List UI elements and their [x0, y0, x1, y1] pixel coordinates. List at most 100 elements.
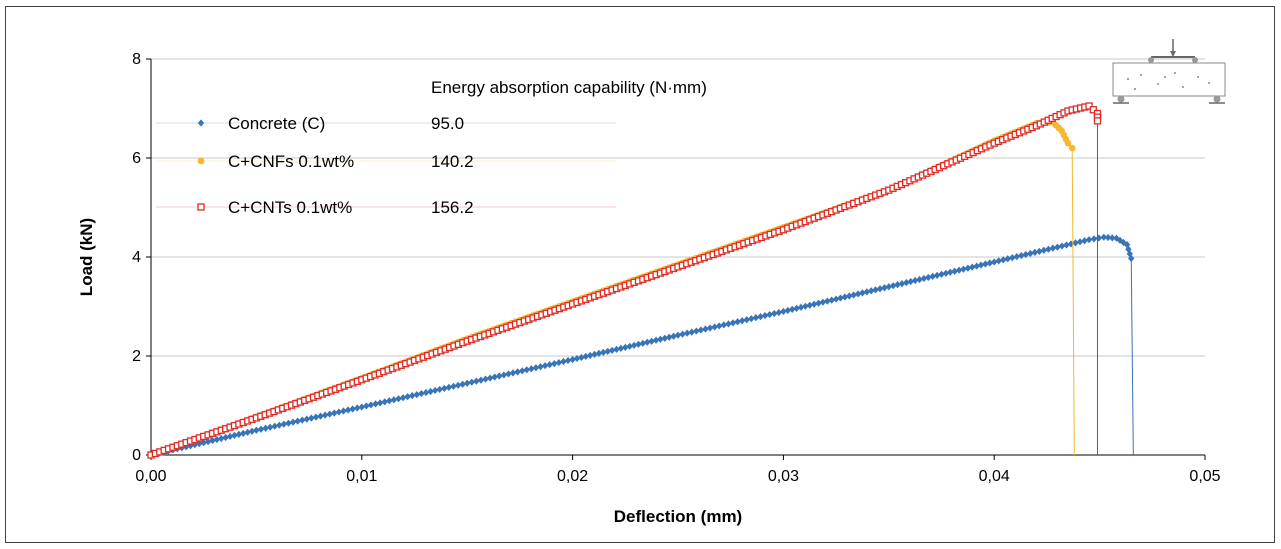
data-point [477, 376, 485, 384]
failure-drop-line [1071, 148, 1075, 456]
data-point [344, 406, 352, 414]
data-point [788, 305, 796, 313]
data-point [299, 416, 306, 424]
data-point [720, 321, 728, 329]
data-point [652, 336, 660, 344]
legend-marker [197, 119, 205, 127]
data-point [454, 381, 462, 389]
data-point [1085, 236, 1093, 244]
data-point [363, 402, 370, 410]
data-point [907, 277, 914, 286]
data-point [780, 307, 787, 316]
data-point [1063, 241, 1070, 249]
data-point [528, 365, 535, 373]
data-point [824, 297, 831, 305]
data-point [376, 399, 384, 407]
data-point [683, 329, 691, 337]
data-point [473, 377, 480, 385]
data-point [670, 332, 677, 340]
data-point [911, 276, 919, 285]
data-point [657, 335, 664, 343]
data-point [573, 354, 581, 363]
data-point [916, 275, 923, 284]
data-point [622, 343, 629, 351]
data-point [303, 415, 311, 423]
data-point [591, 350, 598, 359]
data-point [308, 414, 315, 422]
data-point [734, 318, 741, 326]
data-point [929, 272, 936, 280]
data-point [608, 346, 616, 354]
energy-annotation-header: Energy absorption capability (N·mm) [431, 78, 707, 97]
data-point [1093, 117, 1102, 125]
data-point [1045, 245, 1052, 253]
data-point [977, 261, 985, 269]
data-point [464, 379, 471, 387]
y-axis-title: Load (kN) [77, 218, 96, 296]
data-point [386, 397, 393, 405]
data-point [1072, 239, 1079, 247]
data-point [569, 355, 576, 364]
data-point [231, 431, 238, 440]
data-point [1109, 234, 1116, 242]
data-point [925, 273, 932, 282]
series-3 [147, 102, 1102, 459]
data-point [209, 436, 216, 445]
data-point [436, 385, 443, 394]
energy-value: 156.2 [431, 198, 474, 217]
data-point [938, 270, 945, 278]
legend-marker [197, 203, 205, 211]
data-point [578, 353, 585, 362]
data-point [693, 327, 700, 335]
legend-label: C+CNFs 0.1wt% [228, 152, 354, 171]
data-point [802, 302, 809, 310]
data-point [729, 319, 737, 327]
data-point [942, 269, 950, 277]
data-point [289, 418, 297, 426]
y-tick-label: 2 [132, 348, 141, 365]
data-point [810, 300, 818, 308]
data-point [551, 359, 558, 368]
data-point [418, 389, 425, 398]
y-tick-label: 0 [132, 447, 141, 464]
data-point [595, 349, 603, 358]
data-point [771, 309, 778, 318]
data-point [586, 351, 594, 360]
data-point [725, 320, 732, 328]
data-point [1054, 243, 1061, 251]
data-point [331, 409, 338, 417]
data-point [761, 311, 769, 320]
data-point [793, 304, 800, 312]
data-point [335, 408, 343, 416]
data-point [679, 330, 686, 338]
data-point [859, 289, 866, 297]
data-point [604, 347, 611, 355]
data-point [395, 395, 402, 403]
data-point [697, 326, 705, 334]
legend-layer: Energy absorption capability (N·mm) Concr… [156, 78, 707, 217]
legend-label: Concrete (C) [228, 114, 325, 133]
data-point [837, 294, 844, 302]
data-point [226, 432, 234, 441]
data-point [1000, 256, 1007, 264]
data-point [381, 398, 388, 406]
data-point [1064, 139, 1072, 147]
data-point [257, 425, 265, 433]
data-point [1104, 233, 1112, 242]
data-point [1049, 244, 1057, 252]
data-point [354, 404, 361, 412]
legend-marker [197, 157, 205, 165]
data-point [889, 282, 897, 290]
data-point [1040, 246, 1048, 254]
x-tick-label: 0,03 [768, 468, 799, 485]
data-point [248, 427, 256, 435]
x-tick-label: 0,01 [346, 468, 377, 485]
data-point [541, 362, 549, 370]
data-point [688, 328, 695, 336]
data-point [505, 370, 512, 378]
data-point [555, 358, 563, 367]
data-point [626, 342, 633, 350]
data-point [752, 314, 760, 322]
chart-frame: 0 2 4 6 8 0,00 0,01 0,02 0,03 0,04 0,05 Deflection … [5, 6, 1275, 543]
data-point [661, 334, 669, 342]
